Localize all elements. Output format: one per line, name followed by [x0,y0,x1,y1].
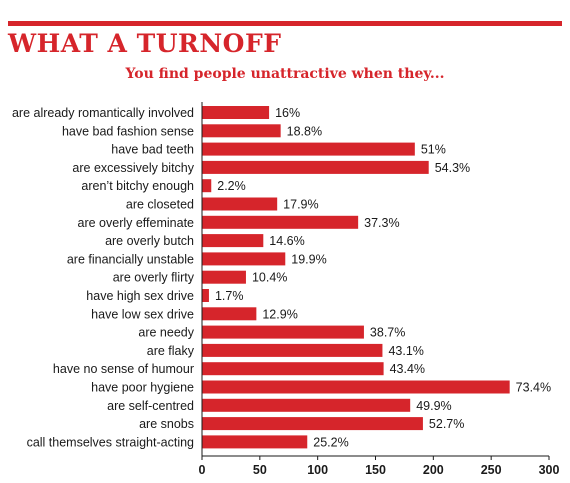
bar [202,307,257,321]
bar [202,270,246,284]
data-label: 73.4% [516,381,551,395]
category-label: are snobs [139,417,194,431]
bar [202,142,415,156]
x-tick-label: 300 [539,463,560,477]
bar [202,417,423,431]
x-tick-label: 100 [307,463,328,477]
x-tick-label: 150 [365,463,386,477]
category-label: are already romantically involved [12,106,194,120]
bar [202,362,384,376]
category-label: are overly effeminate [78,216,195,230]
data-label: 43.4% [390,362,425,376]
data-label: 10.4% [252,271,287,285]
category-label: are needy [138,326,194,340]
data-label: 17.9% [283,198,318,212]
data-label: 19.9% [291,252,326,266]
category-label: are financially unstable [67,252,194,266]
bar [202,289,209,302]
category-label: have bad fashion sense [62,124,194,138]
data-label: 43.1% [388,344,423,358]
data-label: 51% [421,143,446,157]
category-label: have low sex drive [91,307,194,321]
bar [202,124,281,138]
chart-subtitle: You find people unattractive when they..… [125,66,445,82]
data-label: 16% [275,106,300,120]
data-label: 1.7% [215,289,244,303]
category-label: are self-centred [107,399,194,413]
data-label: 25.2% [313,435,348,449]
bar [202,380,510,394]
category-label: have bad teeth [111,143,194,157]
bar [202,106,270,119]
data-label: 14.6% [269,234,304,248]
category-label: have high sex drive [86,289,194,303]
x-tick-label: 50 [253,463,267,477]
category-label: have poor hygiene [91,381,194,395]
data-label: 38.7% [370,326,405,340]
bar [202,197,278,211]
bar [202,325,364,339]
bar [202,234,264,248]
bar [202,252,286,266]
data-label: 52.7% [429,417,464,431]
x-tick-label: 200 [423,463,444,477]
bar [202,398,411,412]
data-label: 37.3% [364,216,399,230]
category-label: have no sense of humour [53,362,194,376]
x-tick-label: 250 [481,463,502,477]
bar [202,435,308,449]
data-label: 49.9% [416,399,451,413]
top-rule [8,21,562,26]
category-label: aren’t bitchy enough [81,179,194,193]
category-label: are overly flirty [113,271,195,285]
x-tick-label: 0 [199,463,206,477]
data-label: 54.3% [435,161,470,175]
data-label: 18.8% [287,124,322,138]
category-label: are excessively bitchy [72,161,194,175]
category-label: are overly butch [105,234,194,248]
category-label: call themselves straight-acting [27,435,194,449]
bar [202,179,212,193]
category-label: are flaky [147,344,195,358]
data-label: 12.9% [262,307,297,321]
bar [202,215,359,229]
bar [202,343,383,357]
data-label: 2.2% [217,179,246,193]
category-label: are closeted [126,198,194,212]
chart-title: WHAT A TURNOFF [8,29,282,58]
bar [202,160,429,174]
